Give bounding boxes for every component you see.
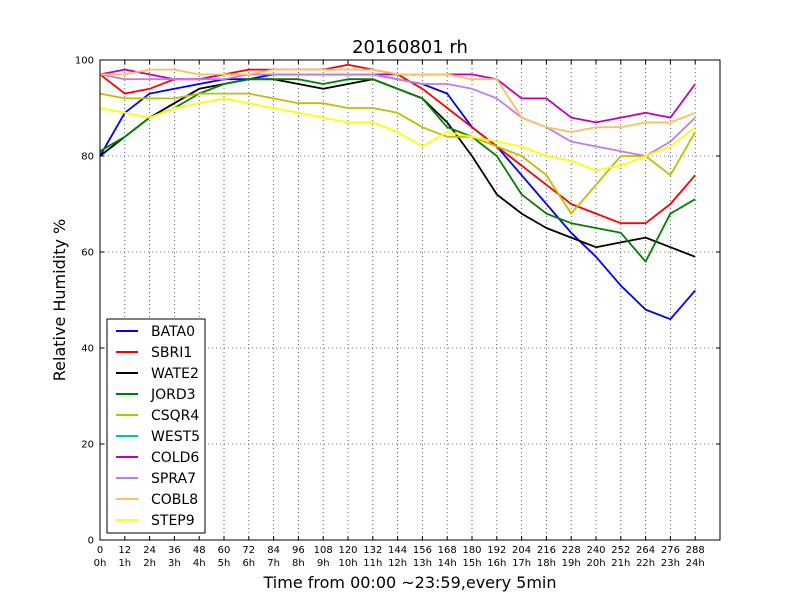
x-tick-label: 132 [363,545,382,556]
x-tick-label: 120 [338,545,357,556]
x-tick-sublabel: 6h [242,558,255,569]
x-tick-sublabel: 8h [292,558,305,569]
x-tick-label: 276 [661,545,680,556]
x-tick-label: 180 [462,545,481,556]
x-tick-sublabel: 17h [512,558,531,569]
x-tick-label: 204 [512,545,531,556]
x-tick-sublabel: 0h [94,558,107,569]
x-tick-sublabel: 16h [487,558,506,569]
x-tick-sublabel: 14h [438,558,457,569]
x-tick-label: 96 [292,545,305,556]
x-tick-label: 192 [487,545,506,556]
x-tick-label: 72 [242,545,255,556]
legend-label-spra7: SPRA7 [151,471,196,487]
x-tick-sublabel: 2h [143,558,156,569]
x-tick-label: 168 [438,545,457,556]
x-axis-ticks: 0 0h 12 1h 24 2h 36 3h 48 4h 60 5h 72 6h 84 7h 96 8h 108 9h… [94,60,705,569]
y-axis-ticks: 0 20 40 60 80 100 [75,56,720,547]
series-line-cobl8 [100,68,696,133]
x-tick-label: 60 [218,545,231,556]
x-tick-sublabel: 13h [413,558,432,569]
x-tick-sublabel: 15h [462,558,481,569]
x-tick-label: 12 [118,545,131,556]
x-tick-label: 252 [611,545,630,556]
legend-label-sbri1: SBRI1 [151,345,192,361]
x-tick-sublabel: 4h [193,558,206,569]
grid-lines [99,59,720,541]
x-tick-sublabel: 10h [338,558,357,569]
legend-label-step9: STEP9 [151,513,195,529]
legend-label-csqr4: CSQR4 [151,408,199,424]
x-tick-sublabel: 3h [168,558,181,569]
y-tick-label: 20 [81,440,94,451]
x-tick-label: 108 [314,545,333,556]
legend-label-wate2: WATE2 [151,366,199,382]
legend-label-cold6: COLD6 [151,450,199,466]
x-tick-label: 0 [97,545,103,556]
x-tick-sublabel: 24h [686,558,705,569]
x-tick-label: 156 [413,545,432,556]
y-axis-label: Relative Humidity % [50,219,69,381]
x-tick-label: 144 [388,545,407,556]
x-tick-sublabel: 5h [218,558,231,569]
x-tick-label: 36 [168,545,181,556]
series-line-step9 [99,97,696,172]
series-lines [99,63,696,321]
x-tick-sublabel: 9h [317,558,330,569]
x-tick-sublabel: 1h [118,558,131,569]
x-tick-label: 84 [267,545,280,556]
x-tick-sublabel: 20h [586,558,605,569]
x-tick-sublabel: 23h [661,558,680,569]
legend-label-cobl8: COBL8 [151,492,198,508]
legend-label-jord3: JORD3 [150,387,196,403]
x-tick-sublabel: 21h [611,558,630,569]
legend-box [106,318,206,534]
series-line-csqr4 [99,92,696,215]
legend: BATA0 SBRI1 WATE2 JORD3 CSQR4 WEST5 COLD6 SPRA7… [106,318,206,534]
x-tick-sublabel: 18h [537,558,556,569]
x-tick-sublabel: 12h [388,558,407,569]
x-tick-label: 48 [193,545,206,556]
x-tick-label: 216 [537,545,556,556]
y-tick-label: 60 [81,248,94,259]
x-tick-sublabel: 7h [267,558,280,569]
y-tick-label: 80 [81,152,94,163]
series-line-spra7 [99,73,696,157]
y-tick-label: 40 [81,344,94,355]
x-tick-sublabel: 11h [363,558,382,569]
x-tick-label: 228 [562,545,581,556]
x-tick-sublabel: 22h [636,558,655,569]
x-tick-label: 24 [143,545,156,556]
x-axis-label: Time from 00:00 ~23:59,every 5min [263,573,557,592]
y-tick-label: 100 [75,56,94,67]
x-tick-label: 264 [636,545,655,556]
x-tick-label: 288 [686,545,705,556]
chart-title: 20160801 rh [352,37,468,58]
y-tick-label: 0 [88,536,94,547]
plot-frame [99,59,721,541]
legend-label-bata0: BATA0 [151,324,195,340]
x-tick-label: 240 [586,545,605,556]
legend-label-west5: WEST5 [151,429,200,445]
x-tick-sublabel: 19h [562,558,581,569]
